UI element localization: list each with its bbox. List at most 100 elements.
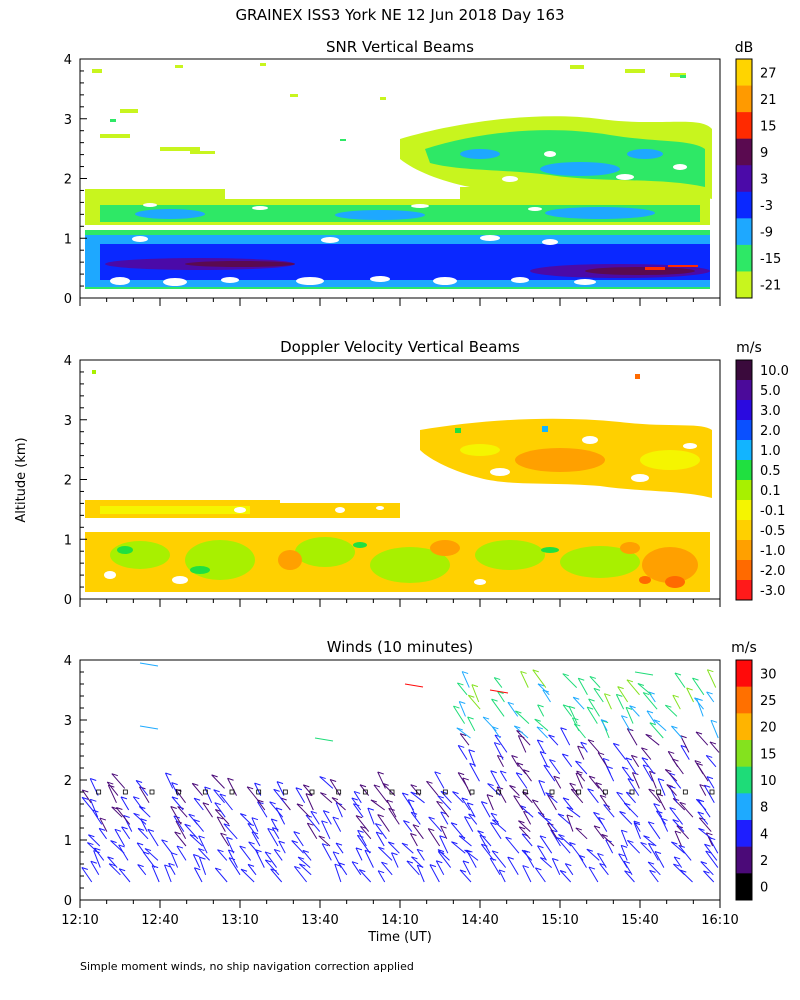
wind-barb-flag [535,867,542,871]
wind-barb [511,755,519,768]
wind-barb [593,825,605,840]
wind-barb-flag [537,845,544,849]
wind-barb [320,792,333,804]
wind-barb [536,739,545,753]
wind-barb-flag [240,813,247,817]
wind-barb [161,839,173,854]
doppler-colorbar-swatch [736,460,752,481]
wind-barb-flag [247,863,255,867]
winds-ytick-label: 1 [64,834,72,849]
wind-barb [679,802,694,818]
wind-barb-flag [82,789,89,793]
wind-barb [453,705,466,724]
wind-barb-flag [536,726,544,730]
wind-barb [246,786,261,804]
wind-barb [697,811,709,825]
wind-barb-flag [171,782,178,786]
wind-barb [664,704,678,717]
wind-barb-flag [464,816,471,820]
wind-barb [355,815,370,832]
wind-barb-flag [176,845,184,849]
wind-barb [440,825,448,840]
wind-barb [173,815,185,832]
wind-barb [694,760,704,775]
wind-barb-flag [552,858,559,861]
wind-barb [108,863,121,876]
wind-barb-flag [461,797,468,801]
wind-barb [600,719,608,732]
doppler-colorbar-label: -0.5 [760,524,785,539]
wind-barb-flag [647,861,655,865]
wind-barb [561,753,573,768]
wind-barb [621,766,633,782]
wind-barb-flag [588,698,595,702]
wind-barb-flag [557,813,565,817]
winds-colorbar-swatch [736,846,752,874]
wind-barb-flag [220,832,227,836]
wind-calm-marker [229,789,235,795]
wind-barb-flag [302,849,309,853]
wind-barb [619,811,633,825]
wind-barb-flag [219,793,227,797]
wind-barb-flag [293,831,300,835]
wind-barb-flag [471,684,479,688]
wind-barb-flag [673,863,680,867]
wind-calm-marker [576,789,582,795]
wind-barb [642,692,658,710]
wind-barb-flag [161,839,168,843]
winds-ytick-label: 0 [64,894,72,909]
winds-colorbar-label: 4 [760,827,768,842]
wind-barb [188,813,198,825]
wind-barb [703,870,715,883]
wind-barb-flag [588,866,596,870]
wind-barb-flag [490,822,497,826]
wind-barb-flag [373,784,381,788]
wind-barb [647,861,661,876]
wind-barb [331,797,346,811]
wind-barb [81,867,93,883]
wind-barb [374,823,387,840]
wind-barb-flag [121,826,128,830]
wind-barb-flag [271,818,278,822]
wind-barb [678,845,692,861]
wind-barb [627,778,640,796]
wind-barb-flag [695,731,703,735]
wind-barb [593,812,603,825]
wind-barb [138,806,151,818]
winds-colorbar-swatch [736,820,752,847]
wind-barb [556,837,571,854]
wind-barb-flag [436,800,443,804]
wind-barb [706,691,715,703]
wind-barb-flag [562,704,570,708]
doppler-colorbar-frame [735,359,753,601]
wind-barb [120,796,130,811]
wind-barb-flag [462,777,469,781]
wind-barb [692,677,705,696]
wind-barb [426,780,439,796]
wind-barb-flag [646,710,654,714]
wind-barb-flag [133,796,140,800]
wind-barb [198,856,207,875]
wind-barb [139,786,150,804]
wind-barb [620,715,631,732]
wind-barb-flag [678,844,685,848]
wind-barb-flag [486,794,494,798]
winds-colorbar-frame [735,659,753,901]
wind-barb-flag [623,860,631,864]
wind-barb-flag [494,742,501,746]
wind-barb-flag [357,829,364,833]
wind-barb [531,799,545,818]
wind-barb [469,763,480,782]
wind-barb [624,870,635,883]
wind-barb-flag [641,747,648,751]
doppler-colorbar-label: 2.0 [760,424,781,439]
wind-barb [509,785,520,796]
wind-barb-flag [505,836,512,840]
wind-barb-flag [123,814,130,818]
wind-barb-flag [698,827,705,831]
wind-barb [151,865,160,883]
wind-barb-flag [710,719,718,723]
winds-ytick-label: 2 [64,774,72,789]
wind-barb [170,806,182,825]
winds-xtick-label: 14:40 [461,913,498,928]
